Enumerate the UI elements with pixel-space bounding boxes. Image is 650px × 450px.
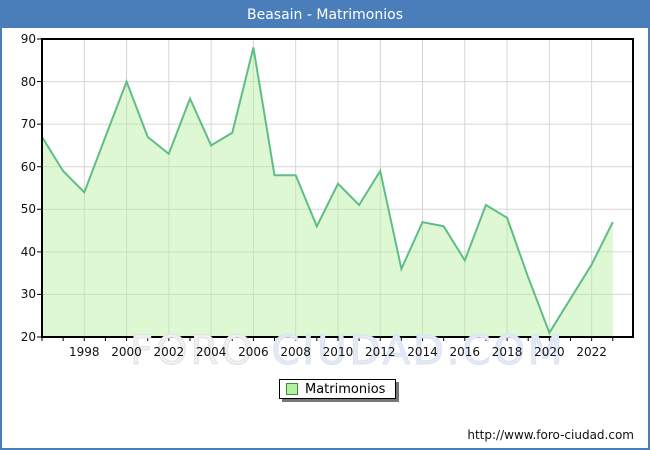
x-axis-label: 2006 [238,345,269,359]
area-fill [42,47,613,337]
x-axis-label: 1998 [68,345,100,359]
chart-title: Beasain - Matrimonios [246,7,403,23]
watermark-text-1: FORO [129,328,272,375]
y-axis-label: 80 [20,74,36,89]
legend-swatch-icon [286,383,298,395]
y-axis-label: 90 [20,32,36,46]
x-axis-label: 2000 [111,345,142,359]
x-axis-label: 2016 [449,345,481,359]
y-axis-label: 20 [20,330,36,344]
watermark-text-2: CIUDAD.COM [271,328,566,375]
y-axis-label: 50 [20,202,36,217]
x-axis-label: 2004 [195,345,227,359]
source-url[interactable]: http://www.foro-ciudad.com [467,428,634,442]
x-axis-label: 2018 [491,345,523,359]
legend-box: Matrimonios [279,379,397,399]
legend-label: Matrimonios [305,381,386,397]
title-bar: Beasain - Matrimonios [2,2,648,28]
x-axis-label: 2002 [153,345,185,359]
x-axis-label: 2012 [364,345,396,359]
data-line [41,47,614,335]
x-axis-label: 2010 [322,345,354,359]
y-axis-label: 40 [20,244,36,259]
y-axis-label: 70 [20,117,36,132]
x-axis-label: 2008 [280,345,311,359]
x-axis-label: 2022 [576,345,607,359]
y-axis-label: 60 [20,159,36,174]
x-axis-label: 2014 [407,345,438,359]
y-axis-label: 30 [20,287,36,302]
watermark: FORO CIUDAD.COM [129,328,566,375]
x-axis-label: 2020 [534,345,565,359]
